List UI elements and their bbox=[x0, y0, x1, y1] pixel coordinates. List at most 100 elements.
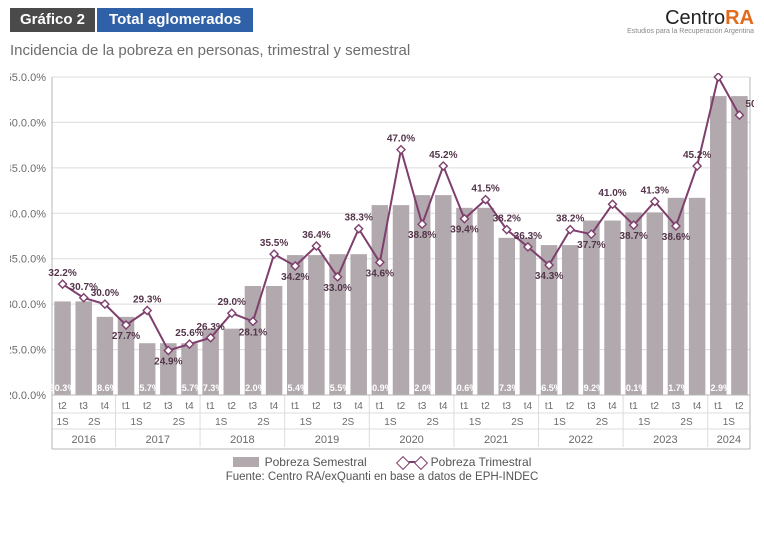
bar-value-label: 35.5% bbox=[325, 383, 351, 393]
line-value-label: 38.2% bbox=[493, 214, 521, 225]
line-value-label: 47.0% bbox=[387, 134, 415, 145]
line-value-label: 30.0% bbox=[91, 288, 119, 299]
line-value-label: 38.7% bbox=[619, 231, 647, 242]
x-semester-label: 2S bbox=[511, 417, 524, 428]
x-year-label: 2024 bbox=[717, 434, 741, 446]
line-value-label: 32.2% bbox=[48, 268, 76, 279]
line-value-label: 29.3% bbox=[133, 295, 161, 306]
x-year-label: 2021 bbox=[484, 434, 508, 446]
bar-value-label: 40.6% bbox=[452, 383, 478, 393]
line-value-label: 36.4% bbox=[302, 230, 330, 241]
line-value-label: 45.2% bbox=[683, 150, 711, 161]
legend-swatch-bar bbox=[233, 457, 259, 467]
y-tick-label: 55.0.0% bbox=[10, 73, 46, 84]
x-quarter-label: t1 bbox=[291, 401, 300, 412]
line-value-label: 29.0% bbox=[218, 297, 246, 308]
line-value-label: 33.0% bbox=[323, 283, 351, 294]
line-value-label: 34.2% bbox=[281, 272, 309, 283]
line-value-label: 34.6% bbox=[366, 268, 394, 279]
x-semester-label: 1S bbox=[56, 417, 69, 428]
logo-text-b: RA bbox=[725, 7, 754, 29]
line-value-label: 38.8% bbox=[408, 230, 436, 241]
x-quarter-label: t1 bbox=[629, 401, 638, 412]
line-marker bbox=[439, 162, 447, 170]
x-quarter-label: t2 bbox=[651, 401, 660, 412]
x-quarter-label: t1 bbox=[122, 401, 131, 412]
grafico-number: Gráfico 2 bbox=[10, 8, 97, 32]
y-tick-label: 35.0.0% bbox=[10, 254, 46, 266]
x-quarter-label: t1 bbox=[206, 401, 215, 412]
line-value-label: 38.6% bbox=[662, 232, 690, 243]
line-marker bbox=[714, 73, 722, 81]
x-semester-label: 2S bbox=[342, 417, 355, 428]
legend-swatch-line bbox=[399, 461, 425, 463]
chart-area: 20.0.0%25.0.0%30.0.0%35.0.0%40.0.0%45.0.… bbox=[10, 73, 754, 453]
line-value-label: 28.1% bbox=[239, 327, 267, 338]
line-value-label: 50.8% bbox=[745, 99, 754, 110]
x-semester-label: 2S bbox=[257, 417, 270, 428]
x-quarter-label: t3 bbox=[418, 401, 427, 412]
page: Gráfico 2 Total aglomerados Incidencia d… bbox=[0, 0, 764, 548]
bar bbox=[562, 245, 578, 395]
bar bbox=[456, 208, 472, 395]
y-tick-label: 45.0.0% bbox=[10, 163, 46, 175]
x-semester-label: 1S bbox=[384, 417, 397, 428]
bar bbox=[499, 238, 515, 395]
bar-value-label: 35.4% bbox=[282, 383, 308, 393]
x-semester-label: 1S bbox=[130, 417, 143, 428]
x-quarter-label: t2 bbox=[58, 401, 67, 412]
x-quarter-label: t4 bbox=[270, 401, 279, 412]
line-value-label: 41.3% bbox=[641, 185, 669, 196]
line-value-label: 27.7% bbox=[112, 331, 140, 342]
legend-item-bar: Pobreza Semestral bbox=[233, 455, 367, 469]
bar bbox=[350, 254, 366, 395]
x-year-label: 2018 bbox=[230, 434, 254, 446]
bar bbox=[689, 198, 705, 395]
y-tick-label: 25.0.0% bbox=[10, 345, 46, 357]
line-value-label: 38.2% bbox=[556, 214, 584, 225]
bar bbox=[435, 195, 451, 395]
logo-sub: Estudios para la Recuperación Argentina bbox=[627, 28, 754, 35]
x-quarter-label: t1 bbox=[460, 401, 469, 412]
bar-value-label: 42.0% bbox=[409, 383, 435, 393]
bar bbox=[393, 205, 409, 395]
line-value-label: 26.3% bbox=[196, 322, 224, 333]
x-year-label: 2022 bbox=[569, 434, 593, 446]
y-tick-label: 20.0.0% bbox=[10, 390, 46, 402]
x-quarter-label: t4 bbox=[355, 401, 364, 412]
x-semester-label: 2S bbox=[88, 417, 101, 428]
bar-value-label: 52.9% bbox=[706, 383, 732, 393]
bar bbox=[647, 212, 663, 395]
x-year-label: 2020 bbox=[399, 434, 423, 446]
x-semester-label: 1S bbox=[638, 417, 651, 428]
bar-value-label: 28.6% bbox=[92, 383, 118, 393]
line-value-label: 41.0% bbox=[598, 188, 626, 199]
x-semester-label: 2S bbox=[427, 417, 440, 428]
line-value-label: 36.3% bbox=[514, 231, 542, 242]
bar-value-label: 40.1% bbox=[621, 383, 647, 393]
bar-value-label: 36.5% bbox=[536, 383, 562, 393]
x-quarter-label: t3 bbox=[164, 401, 173, 412]
logo-text-a: Centro bbox=[665, 7, 725, 29]
x-quarter-label: t4 bbox=[608, 401, 617, 412]
x-quarter-label: t1 bbox=[545, 401, 554, 412]
source-text: Fuente: Centro RA/exQuanti en base a dat… bbox=[10, 471, 754, 483]
line-value-label: 45.2% bbox=[429, 150, 457, 161]
y-tick-label: 50.0.0% bbox=[10, 117, 46, 129]
x-quarter-label: t2 bbox=[397, 401, 406, 412]
logo-main: CentroRA bbox=[627, 8, 754, 28]
x-semester-label: 1S bbox=[300, 417, 313, 428]
x-quarter-label: t2 bbox=[228, 401, 237, 412]
x-quarter-label: t3 bbox=[80, 401, 89, 412]
legend: Pobreza Semestral Pobreza Trimestral bbox=[10, 455, 754, 469]
bar bbox=[266, 286, 282, 395]
x-year-label: 2019 bbox=[315, 434, 339, 446]
x-quarter-label: t4 bbox=[439, 401, 448, 412]
line-value-label: 41.5% bbox=[471, 184, 499, 195]
x-quarter-label: t4 bbox=[101, 401, 110, 412]
bar-value-label: 40.9% bbox=[367, 383, 393, 393]
x-quarter-label: t1 bbox=[376, 401, 385, 412]
line-value-label: 39.4% bbox=[450, 225, 478, 236]
x-semester-label: 1S bbox=[723, 417, 736, 428]
x-quarter-label: t3 bbox=[333, 401, 342, 412]
